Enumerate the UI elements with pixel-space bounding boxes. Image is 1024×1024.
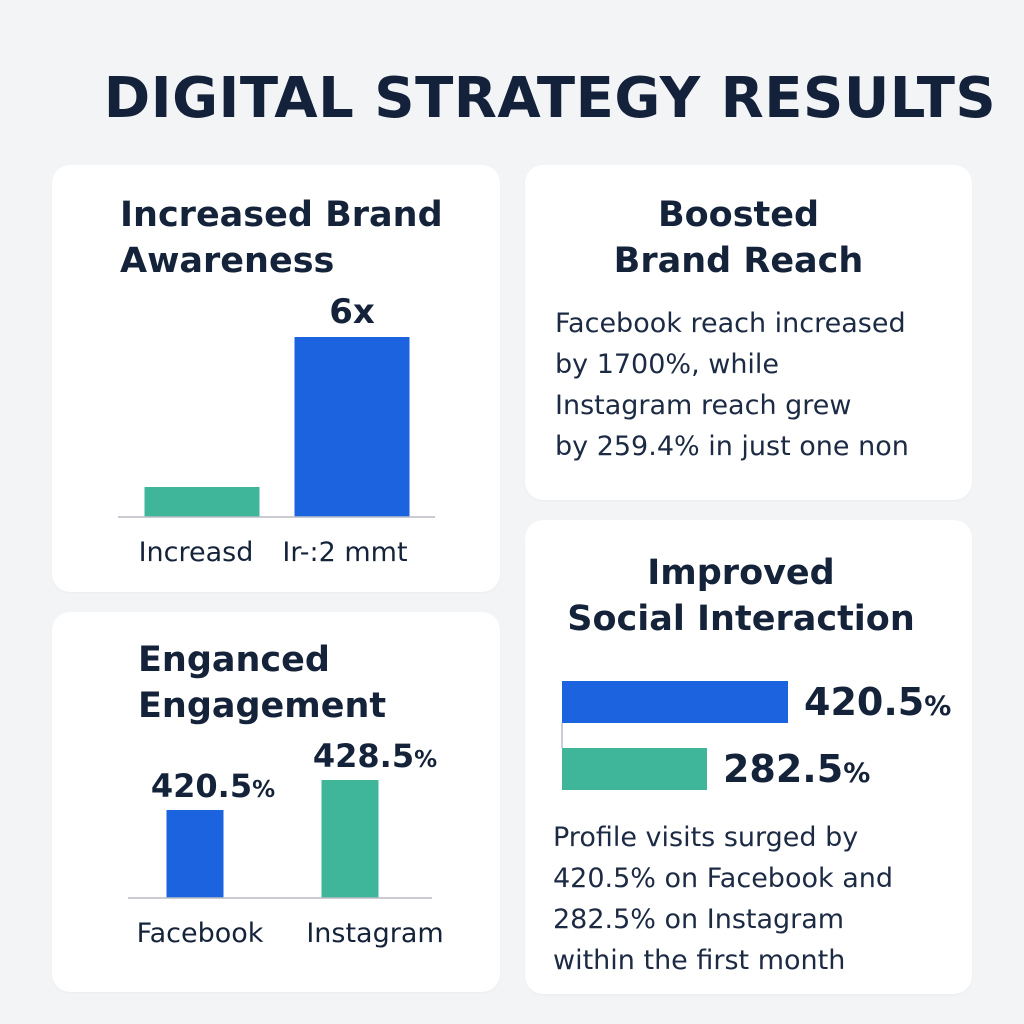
engagement-card: Enganced Engagement 420.5% Facebook 428.5%… (52, 612, 500, 992)
brand-awareness-chart: Increasd 6x Ir-:2 mmt (118, 292, 435, 568)
social-interaction-chart: 420.5% 282.5% (561, 680, 951, 791)
social-value-label-2: 282.5% (723, 747, 870, 791)
engagement-bar-1 (166, 810, 224, 898)
social-interaction-description: Profile visits surged by 420.5% on Faceb… (553, 817, 893, 981)
social-interaction-title-line-1: Improved (647, 553, 835, 593)
engagement-value-label-2: 428.5% (313, 737, 437, 775)
brand-awareness-card: Increased Brand Awareness Increasd 6x Ir-:… (52, 165, 500, 592)
engagement-title-line-2: Engagement (138, 686, 387, 726)
engagement-category-label-1: Facebook (137, 918, 264, 949)
engagement-value-label-1: 420.5% (151, 767, 275, 805)
social-interaction-title-line-2: Social Interaction (567, 599, 915, 639)
social-interaction-card: Improved Social Interaction 420.5% 282.5%… (525, 520, 972, 994)
brand-reach-description-line-3: Instagram reach grew (555, 390, 852, 421)
brand-reach-description-line-1: Facebook reach increased (555, 308, 906, 339)
social-bar-2 (562, 748, 707, 790)
awareness-value-label-2: 6x (329, 292, 375, 332)
social-interaction-title: Improved Social Interaction (525, 550, 957, 642)
engagement-category-label-2: Instagram (306, 918, 443, 949)
awareness-bar-2 (294, 337, 410, 517)
engagement-chart: 420.5% Facebook 428.5% Instagram (128, 737, 444, 949)
engagement-bar-2 (321, 780, 379, 898)
social-interaction-description-line-1: Profile visits surged by (553, 822, 859, 853)
social-interaction-description-line-2: 420.5% on Facebook and (553, 863, 893, 894)
awareness-category-label-1: Increasd (139, 537, 254, 568)
social-value-label-1: 420.5% (804, 680, 951, 724)
page-title: DIGITAL STRATEGY RESULTS (103, 66, 997, 131)
social-interaction-description-line-4: within the first month (553, 945, 846, 976)
brand-reach-description-line-2: by 1700%, while (555, 349, 780, 380)
brand-reach-card: Boosted Brand Reach Facebook reach incre… (525, 165, 972, 500)
brand-reach-description: Facebook reach increased by 1700%, while… (555, 303, 909, 467)
brand-reach-title-line-2: Brand Reach (613, 241, 864, 281)
brand-reach-title: Boosted Brand Reach (525, 192, 952, 284)
awareness-category-label-2: Ir-:2 mmt (282, 537, 407, 568)
engagement-title-line-1: Enganced (138, 640, 330, 680)
engagement-title: Enganced Engagement (138, 637, 386, 729)
social-bar-1 (562, 681, 788, 723)
brand-awareness-title: Increased Brand Awareness (120, 192, 443, 284)
social-interaction-description-line-3: 282.5% on Instagram (553, 904, 845, 935)
awareness-bar-1 (144, 487, 260, 517)
brand-reach-title-line-1: Boosted (657, 195, 820, 235)
brand-awareness-title-line-2: Awareness (120, 241, 335, 281)
brand-reach-description-line-4: by 259.4% in just one non (555, 431, 909, 462)
brand-awareness-title-line-1: Increased Brand (120, 195, 443, 235)
